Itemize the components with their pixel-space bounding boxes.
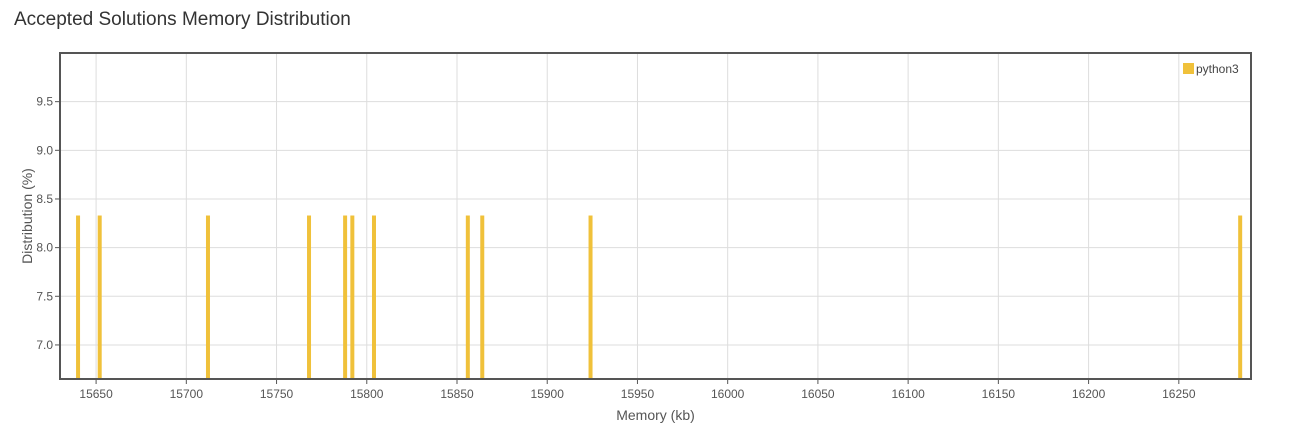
bar[interactable] — [307, 215, 312, 379]
legend-label: python3 — [1196, 62, 1239, 76]
y-tick-label: 9.0 — [36, 143, 53, 157]
legend[interactable]: python3 — [1183, 62, 1239, 76]
bar[interactable] — [76, 215, 81, 379]
y-tick-label: 8.0 — [36, 241, 53, 255]
legend-swatch — [1183, 63, 1194, 74]
y-tick-label: 8.5 — [36, 192, 53, 206]
x-tick-label: 16250 — [1162, 387, 1196, 401]
x-tick-label: 16000 — [711, 387, 745, 401]
bar[interactable] — [97, 215, 102, 379]
y-tick-label: 7.5 — [36, 289, 53, 303]
x-tick-label: 15650 — [79, 387, 113, 401]
bars-layer — [76, 215, 1243, 379]
y-tick-label: 9.5 — [36, 95, 53, 109]
bar[interactable] — [350, 215, 355, 379]
x-tick-label: 16200 — [1072, 387, 1106, 401]
x-tick-label: 15900 — [531, 387, 565, 401]
ticks-layer: 15650 15700 15750 15800 15850 15900 15950 16000… — [36, 95, 1196, 401]
x-tick-label: 15750 — [260, 387, 294, 401]
bar[interactable] — [371, 215, 376, 379]
x-tick-label: 16050 — [801, 387, 835, 401]
bar[interactable] — [480, 215, 485, 379]
chart-title: Accepted Solutions Memory Distribution — [14, 9, 351, 30]
bar[interactable] — [1238, 215, 1243, 379]
x-tick-label: 15850 — [440, 387, 474, 401]
y-tick-label: 7.0 — [36, 338, 53, 352]
x-tick-label: 16150 — [982, 387, 1016, 401]
x-axis-label: Memory (kb) — [616, 407, 695, 423]
bar[interactable] — [205, 215, 210, 379]
x-tick-label: 16100 — [891, 387, 925, 401]
plot-frame — [59, 52, 1252, 380]
y-axis-label: Distribution (%) — [19, 168, 35, 264]
bar[interactable] — [343, 215, 348, 379]
bar[interactable] — [588, 215, 593, 379]
bar[interactable] — [465, 215, 470, 379]
x-tick-label: 15700 — [170, 387, 204, 401]
x-tick-label: 15800 — [350, 387, 384, 401]
x-tick-label: 15950 — [621, 387, 655, 401]
grid-layer — [60, 53, 1251, 379]
